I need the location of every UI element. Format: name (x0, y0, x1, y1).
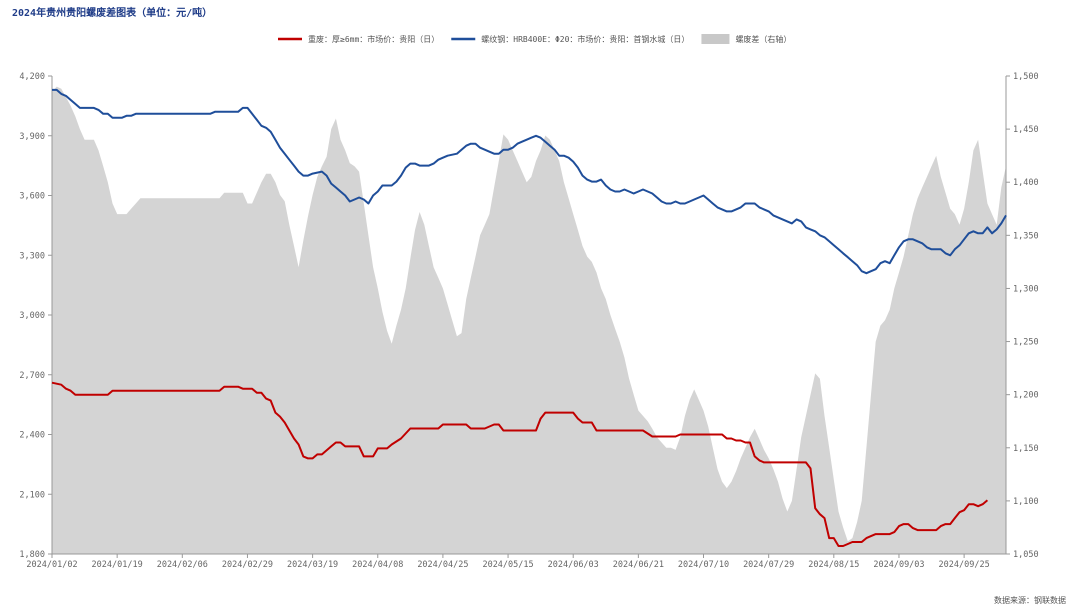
y-right-tick-label: 1,450 (1013, 125, 1039, 135)
x-tick-label: 2024/06/21 (613, 560, 664, 570)
x-tick-label: 2024/01/02 (26, 560, 77, 570)
y-left-tick-label: 2,100 (19, 490, 45, 500)
x-tick-label: 2024/06/03 (548, 560, 599, 570)
y-left-tick-label: 4,200 (19, 72, 45, 82)
legend-label-1: 螺纹钢：HRB400E：Φ20：市场价：贵阳：首钢水城（日） (481, 34, 689, 44)
x-tick-label: 2024/05/15 (482, 560, 533, 570)
x-tick-label: 2024/03/19 (287, 560, 338, 570)
x-tick-label: 2024/02/06 (157, 560, 208, 570)
series-line-0 (51, 381, 989, 547)
y-right-tick-label: 1,150 (1013, 444, 1039, 454)
y-right-tick-label: 1,250 (1013, 338, 1039, 348)
y-right-tick-label: 1,300 (1013, 284, 1039, 294)
y-left-tick-label: 3,900 (19, 132, 45, 142)
y-left-tick-label: 3,000 (19, 311, 45, 321)
x-tick-label: 2024/08/15 (808, 560, 859, 570)
x-tick-label: 2024/04/08 (352, 560, 403, 570)
legend-swatch-2 (701, 34, 730, 44)
chart-title: 2024年贵州贵阳螺废差图表（单位：元/吨） (12, 8, 213, 19)
y-left-tick-label: 3,600 (19, 192, 45, 202)
y-right-tick-label: 1,400 (1013, 178, 1039, 188)
y-right-tick-label: 1,350 (1013, 231, 1039, 241)
series-line-1 (52, 88, 1007, 275)
y-left-tick-label: 1,800 (19, 550, 45, 560)
x-tick-label: 2024/09/03 (873, 560, 924, 570)
legend-label-0: 重废：厚≥6mm：市场价：贵阳（日） (308, 34, 439, 44)
y-right-tick-label: 1,100 (1013, 497, 1039, 507)
x-tick-label: 2024/07/29 (743, 560, 794, 570)
source-note: 数据来源：钢联数据 (994, 596, 1066, 605)
x-tick-label: 2024/02/29 (222, 560, 273, 570)
series-area-2 (52, 86, 1006, 554)
x-tick-label: 2024/01/19 (92, 560, 143, 570)
y-left-tick-label: 2,700 (19, 371, 45, 381)
x-tick-label: 2024/04/25 (417, 560, 468, 570)
y-left-tick-label: 3,300 (19, 251, 45, 261)
legend-label-2: 螺废差（右轴） (735, 34, 791, 44)
y-right-tick-label: 1,500 (1013, 72, 1039, 82)
y-right-tick-label: 1,200 (1013, 391, 1039, 401)
y-left-tick-label: 2,400 (19, 431, 45, 441)
y-right-tick-label: 1,050 (1013, 550, 1039, 560)
x-tick-label: 2024/07/10 (678, 560, 729, 570)
x-tick-label: 2024/09/25 (939, 560, 990, 570)
